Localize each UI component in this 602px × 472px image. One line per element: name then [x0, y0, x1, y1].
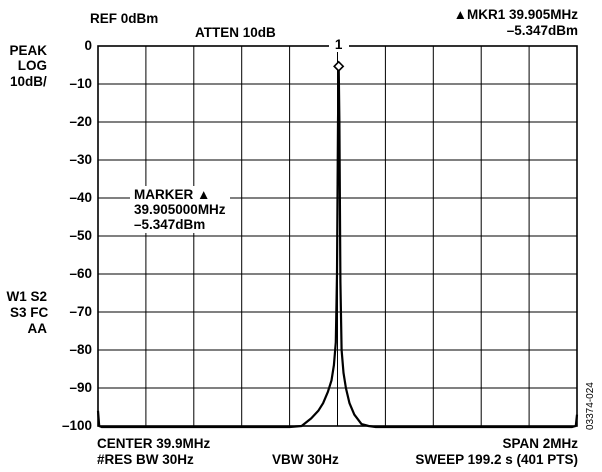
ref-level-label: REF 0dBm [90, 11, 159, 26]
marker-readout-frequency: ▲MKR1 39.905MHz [453, 7, 578, 22]
marker-readout-amplitude: –5.347dBm [506, 23, 578, 38]
resolution-bandwidth-label: #RES BW 30Hz [97, 452, 194, 467]
log-scale-label: LOG [17, 58, 47, 73]
sweep-label: SWEEP 199.2 s (401 PTS) [415, 452, 578, 467]
trace-mode-label-3: AA [27, 321, 48, 336]
y-tick-label: –60 [69, 266, 92, 281]
detector-peak-label: PEAK [9, 43, 47, 58]
span-label: SPAN 2MHz [502, 436, 578, 451]
attenuation-label: ATTEN 10dB [195, 25, 276, 40]
marker-diamond-icon [333, 60, 345, 72]
marker-box-title: MARKER ▲ [134, 187, 211, 202]
trace-mode-label-1: W1 S2 [6, 289, 47, 304]
spectrum-trace [96, 65, 579, 429]
center-frequency-label: CENTER 39.9MHz [97, 436, 211, 451]
y-tick-label: –90 [69, 380, 92, 395]
marker-box-frequency: 39.905000MHz [134, 202, 226, 217]
marker-box-amplitude: –5.347dBm [134, 217, 206, 232]
y-tick-label: –80 [69, 342, 92, 357]
y-tick-label: –20 [69, 114, 92, 129]
y-tick-label: –40 [69, 190, 92, 205]
figure-id-label: 03374-024 [585, 382, 596, 430]
marker-number-label: 1 [328, 37, 349, 52]
video-bandwidth-label: VBW 30Hz [272, 452, 339, 467]
marker-info-box: MARKER ▲ 39.905000MHz –5.347dBm [130, 186, 230, 233]
y-tick-label: –10 [69, 76, 92, 91]
y-tick-label: –100 [61, 418, 92, 433]
y-tick-label: –50 [69, 228, 92, 243]
y-tick-label: –70 [69, 304, 92, 319]
y-tick-label: 0 [84, 38, 92, 53]
scale-per-div-label: 10dB/ [10, 74, 47, 89]
y-tick-label: –30 [69, 152, 92, 167]
trace-mode-label-2: S3 FC [10, 305, 49, 320]
